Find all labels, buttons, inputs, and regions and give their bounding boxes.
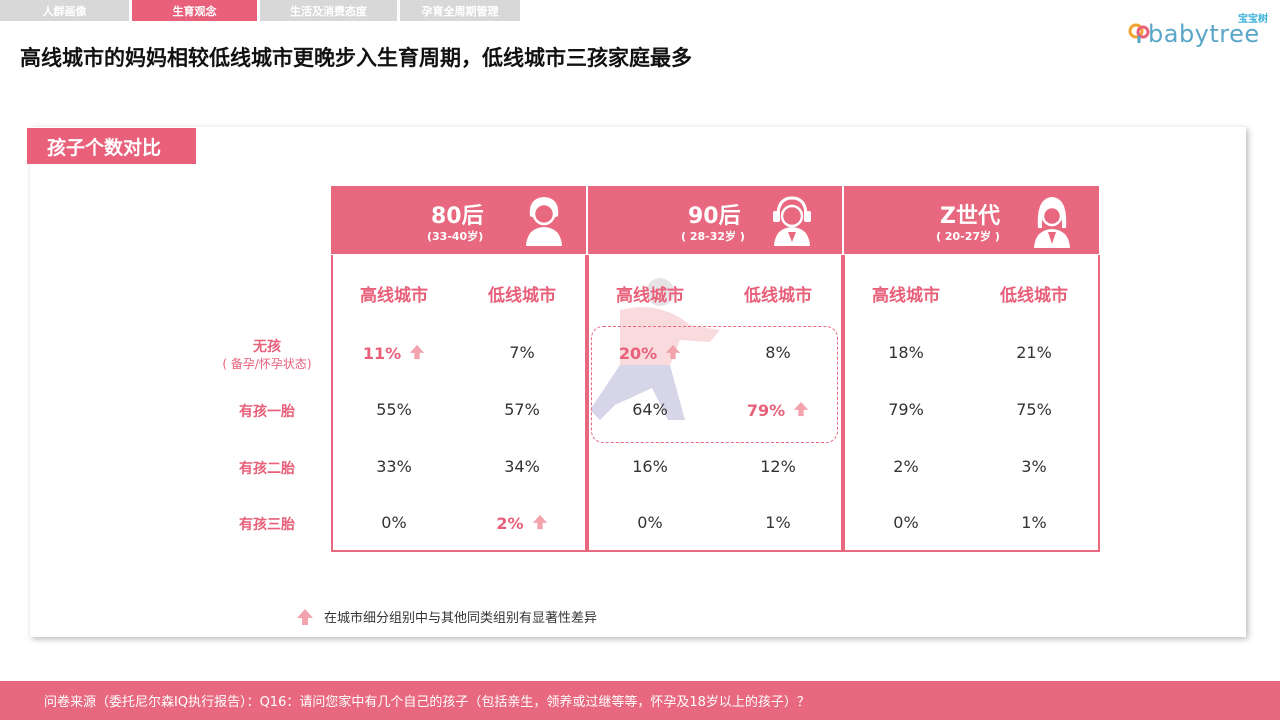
table-cell: 64% — [590, 400, 710, 419]
page-title: 高线城市的妈妈相较低线城市更晚步入生育周期，低线城市三孩家庭最多 — [20, 46, 692, 70]
subheader-genz-high-tier: 高线城市 — [872, 286, 940, 306]
footer-text: 问卷来源（委托尼尔森IQ执行报告）：Q16：请问您家中有几个自己的孩子（包括亲生… — [44, 695, 810, 710]
logo-english-text: babytree — [1148, 20, 1260, 48]
cell-value: 34% — [504, 457, 540, 476]
legend-text: 在城市细分组别中与其他同类组别有显著性差异 — [324, 611, 598, 626]
row-label-two-children: 有孩二胎 — [239, 461, 295, 477]
group-age-range: ( 20-27岁 ) — [936, 230, 1000, 243]
table-cell: 7% — [462, 343, 582, 362]
tab-lifestyle-consumption[interactable]: 生活及消费态度 — [260, 0, 397, 21]
row-label-no-child: 无孩 — [253, 339, 281, 355]
cell-value: 64% — [632, 400, 668, 419]
table-cell: 2% — [846, 457, 966, 476]
babytree-logo: 宝宝树 babytree — [1126, 8, 1272, 50]
table-cell: 2% — [462, 513, 582, 533]
cell-value: 12% — [760, 457, 796, 476]
section-tag: 孩子个数对比 — [27, 128, 196, 164]
legend: 在城市细分组别中与其他同类组别有显著性差异 — [296, 607, 597, 626]
cell-value: 2% — [496, 514, 524, 533]
footer-source-note: 问卷来源（委托尼尔森IQ执行报告）：Q16：请问您家中有几个自己的孩子（包括亲生… — [0, 681, 1280, 720]
group-name: Z世代 — [940, 204, 1000, 229]
subheader-80s-high-tier: 高线城市 — [360, 286, 428, 306]
table-cell: 79% — [846, 400, 966, 419]
table-cell: 8% — [718, 343, 838, 362]
cell-value: 0% — [637, 513, 663, 532]
significance-arrow-icon — [794, 401, 809, 417]
table-cell: 3% — [974, 457, 1094, 476]
table-cell: 79% — [718, 400, 838, 420]
cell-value: 79% — [888, 400, 924, 419]
row-note-no-child: ( 备孕/怀孕状态) — [222, 357, 312, 371]
table-cell: 75% — [974, 400, 1094, 419]
subheader-90s-high-tier: 高线城市 — [616, 286, 684, 306]
highlight-dashed-box — [591, 326, 838, 443]
group-header-gen-z: Z世代 ( 20-27岁 ) — [844, 186, 1099, 254]
group-body-80s — [331, 255, 587, 552]
cell-value: 8% — [765, 343, 791, 362]
cell-value: 57% — [504, 400, 540, 419]
subheader-genz-low-tier: 低线城市 — [1000, 286, 1068, 306]
cell-value: 0% — [381, 513, 407, 532]
cell-value: 55% — [376, 400, 412, 419]
table-cell: 0% — [846, 513, 966, 532]
group-age-range: (33-40岁) — [427, 230, 484, 243]
significance-arrow-icon — [666, 344, 681, 360]
cell-value: 16% — [632, 457, 668, 476]
table-cell: 33% — [334, 457, 454, 476]
woman-long-hair-icon — [1034, 197, 1070, 248]
group-body-90s — [587, 255, 843, 552]
cell-value: 75% — [1016, 400, 1052, 419]
babytree-logo-icon — [1128, 23, 1150, 43]
table-cell: 57% — [462, 400, 582, 419]
table-cell: 16% — [590, 457, 710, 476]
tab-pregnancy-lifecycle[interactable]: 孕育全周期管理 — [400, 0, 520, 21]
table-cell: 11% — [334, 343, 454, 363]
woman-short-hair-icon — [526, 197, 562, 246]
group-body-gen-z — [843, 255, 1100, 552]
group-age-range: ( 28-32岁 ) — [681, 230, 745, 243]
cell-value: 18% — [888, 343, 924, 362]
cell-value: 3% — [1021, 457, 1047, 476]
cell-value: 20% — [618, 344, 658, 363]
group-name: 80后 — [431, 204, 484, 229]
cell-value: 2% — [893, 457, 919, 476]
group-header-90s: 90后 ( 28-32岁 ) — [588, 186, 842, 254]
table-cell: 1% — [974, 513, 1094, 532]
running-figure-watermark-icon — [590, 278, 720, 420]
cell-value: 7% — [509, 343, 535, 362]
table-cell: 0% — [334, 513, 454, 532]
logo-chinese-text: 宝宝树 — [1238, 14, 1268, 25]
cell-value: 79% — [746, 401, 786, 420]
cell-value: 1% — [765, 513, 791, 532]
top-tabs: 人群画像 生育观念 生活及消费态度 孕育全周期管理 — [0, 0, 523, 22]
group-header-80s: 80后 (33-40岁) — [331, 186, 586, 254]
table-cell: 55% — [334, 400, 454, 419]
cell-value: 1% — [1021, 513, 1047, 532]
tab-persona[interactable]: 人群画像 — [0, 0, 129, 21]
table-cell: 12% — [718, 457, 838, 476]
cell-value: 11% — [362, 344, 402, 363]
significance-arrow-icon — [297, 608, 313, 625]
table-cell: 34% — [462, 457, 582, 476]
cell-value: 21% — [1016, 343, 1052, 362]
table-cell: 21% — [974, 343, 1094, 362]
cell-value: 0% — [893, 513, 919, 532]
table-cell: 1% — [718, 513, 838, 532]
row-label-three-children: 有孩三胎 — [239, 517, 295, 533]
row-label-one-child: 有孩一胎 — [239, 404, 295, 420]
subheader-90s-low-tier: 低线城市 — [744, 286, 812, 306]
cell-value: 33% — [376, 457, 412, 476]
significance-arrow-icon — [532, 514, 547, 530]
table-cell: 0% — [590, 513, 710, 532]
significance-arrow-icon — [410, 344, 425, 360]
tab-fertility-views[interactable]: 生育观念 — [132, 0, 257, 21]
table-cell: 18% — [846, 343, 966, 362]
group-name: 90后 — [688, 204, 741, 229]
woman-headphones-icon — [773, 196, 811, 246]
subheader-80s-low-tier: 低线城市 — [488, 286, 556, 306]
table-cell: 20% — [590, 343, 710, 363]
